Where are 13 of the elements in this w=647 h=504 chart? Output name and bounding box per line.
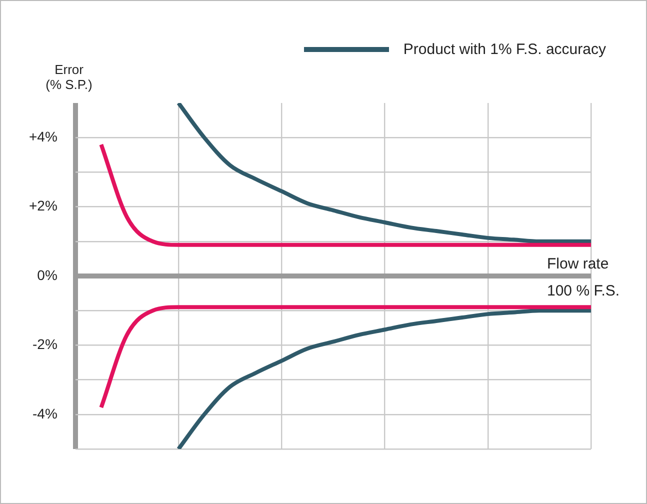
line-series	[99, 142, 593, 247]
y-axis-title: Error (% S.P.)	[46, 62, 92, 92]
y-tick-label: -4%	[32, 405, 58, 422]
y-tick-label: -2%	[32, 336, 58, 352]
text: Product with 1% F.S. accuracy	[403, 41, 606, 58]
y-tick-label: 0%	[37, 266, 58, 283]
y-tick-label: +2%	[28, 198, 58, 214]
line-series	[176, 308, 593, 449]
line-series	[176, 103, 593, 244]
annotation: 100 % F.S.	[547, 282, 620, 300]
annotation: Flow rate	[547, 256, 609, 273]
line-series	[99, 305, 593, 410]
y-tick-label: +4%	[28, 128, 58, 144]
